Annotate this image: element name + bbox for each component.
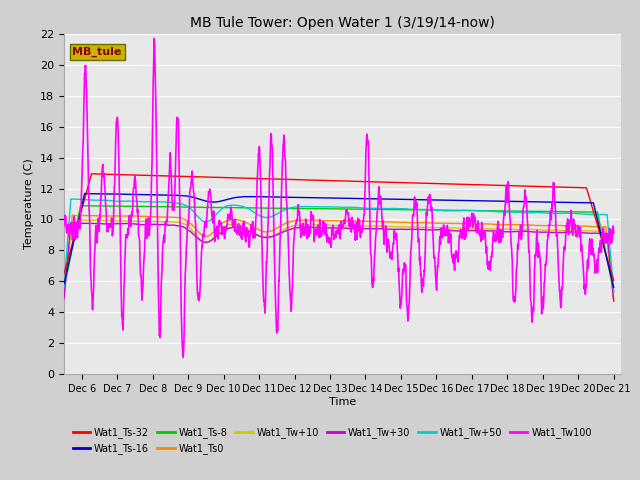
Text: MB_tule: MB_tule <box>72 47 122 58</box>
Title: MB Tule Tower: Open Water 1 (3/19/14-now): MB Tule Tower: Open Water 1 (3/19/14-now… <box>190 16 495 30</box>
Y-axis label: Temperature (C): Temperature (C) <box>24 158 35 250</box>
Legend: Wat1_Ts-32, Wat1_Ts-16, Wat1_Ts-8, Wat1_Ts0, Wat1_Tw+10, Wat1_Tw+30, Wat1_Tw+50,: Wat1_Ts-32, Wat1_Ts-16, Wat1_Ts-8, Wat1_… <box>69 423 596 458</box>
X-axis label: Time: Time <box>329 397 356 407</box>
